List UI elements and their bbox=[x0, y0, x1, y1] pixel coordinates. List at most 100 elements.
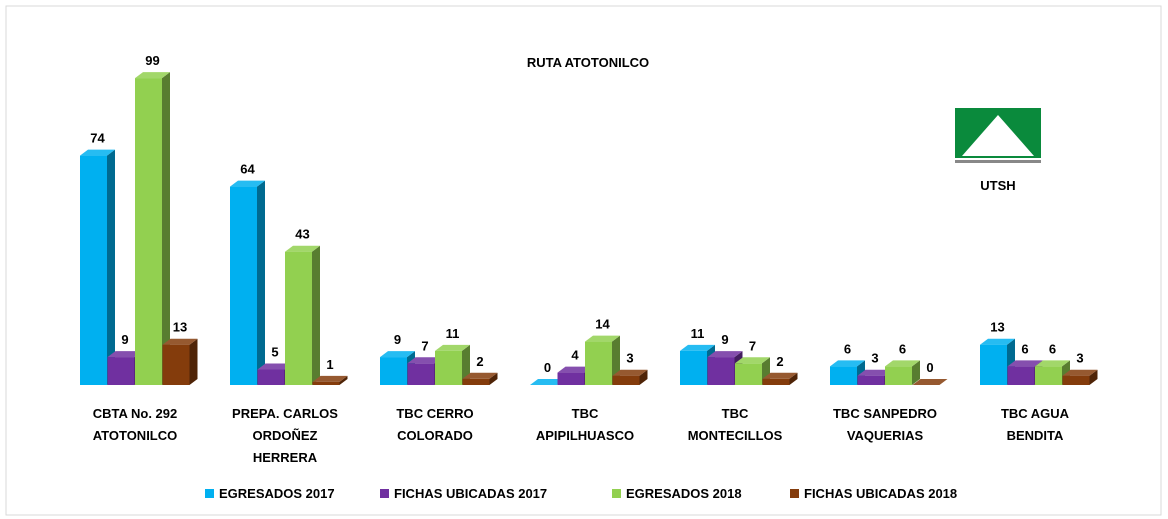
bar bbox=[735, 363, 762, 385]
x-tick-label: TBC AGUA BENDITA bbox=[1001, 406, 1070, 443]
value-label: 4 bbox=[571, 348, 579, 363]
value-label: 6 bbox=[1021, 341, 1028, 356]
value-label: 9 bbox=[121, 332, 128, 347]
value-label: 43 bbox=[295, 227, 309, 242]
value-label: 7 bbox=[421, 338, 428, 353]
bar-top bbox=[1007, 360, 1043, 367]
value-label: 6 bbox=[899, 341, 906, 356]
value-label: 6 bbox=[844, 341, 851, 356]
bar-top bbox=[312, 375, 348, 382]
chart-title: RUTA ATOTONILCO bbox=[527, 55, 649, 70]
x-tick-label: TBC CERRO COLORADO bbox=[396, 406, 473, 443]
bar-top bbox=[1062, 369, 1098, 376]
bar-side bbox=[489, 372, 498, 385]
value-label: 11 bbox=[691, 326, 705, 341]
bar-side bbox=[1089, 369, 1098, 385]
bar-top bbox=[135, 72, 170, 79]
bar bbox=[162, 344, 190, 385]
bar-top bbox=[557, 366, 593, 373]
bar-top bbox=[380, 351, 415, 358]
bar bbox=[585, 341, 612, 385]
bar-top bbox=[162, 338, 198, 345]
value-label: 1 bbox=[326, 357, 333, 372]
bar bbox=[285, 251, 312, 385]
bar bbox=[435, 350, 462, 385]
x-tick-label: TBC APIPILHUASCO bbox=[536, 406, 634, 443]
bar-top bbox=[857, 369, 893, 376]
bar-top bbox=[762, 372, 798, 379]
bar bbox=[680, 350, 707, 385]
bar-top bbox=[230, 180, 265, 187]
bar bbox=[1062, 375, 1090, 385]
bar-side bbox=[162, 72, 170, 385]
bar-top bbox=[285, 245, 320, 252]
value-label: 74 bbox=[90, 131, 105, 146]
bar-top bbox=[707, 351, 743, 358]
bar bbox=[257, 369, 285, 385]
value-label: 11 bbox=[446, 326, 460, 341]
bar bbox=[1007, 366, 1035, 385]
bar-side bbox=[339, 375, 348, 385]
value-label: 9 bbox=[394, 332, 401, 347]
bar bbox=[380, 357, 407, 385]
bar-top bbox=[912, 379, 948, 385]
value-label: 2 bbox=[776, 354, 783, 369]
bar-top bbox=[885, 360, 920, 367]
bar bbox=[80, 155, 107, 385]
bar-top bbox=[735, 357, 770, 364]
bar-top bbox=[257, 363, 293, 370]
bar-top bbox=[980, 338, 1015, 345]
bar bbox=[612, 375, 640, 385]
bar bbox=[762, 378, 790, 385]
bar bbox=[312, 381, 340, 385]
bar-top bbox=[107, 351, 143, 358]
bar-side bbox=[107, 149, 115, 385]
x-tick-label: TBC SANPEDRO VAQUERIAS bbox=[833, 406, 937, 443]
value-label: 13 bbox=[990, 320, 1004, 335]
bar-top bbox=[407, 357, 443, 364]
value-label: 3 bbox=[871, 351, 878, 366]
bar-top bbox=[585, 335, 620, 342]
legend-swatch bbox=[205, 489, 214, 498]
value-label: 9 bbox=[721, 332, 728, 347]
value-label: 14 bbox=[595, 317, 610, 332]
legend-label: FICHAS UBICADAS 2018 bbox=[804, 486, 957, 501]
bar bbox=[462, 378, 490, 385]
logo-triangle bbox=[962, 115, 1034, 156]
value-label: 13 bbox=[173, 320, 187, 335]
value-label: 3 bbox=[1076, 351, 1083, 366]
bar bbox=[885, 366, 912, 385]
logo: UTSH bbox=[955, 108, 1041, 193]
bar-side bbox=[789, 372, 798, 385]
logo-text: UTSH bbox=[980, 178, 1015, 193]
bar-side bbox=[912, 360, 920, 385]
bar bbox=[1035, 366, 1062, 385]
bar-side bbox=[257, 180, 265, 385]
bar-side bbox=[312, 245, 320, 385]
bar bbox=[857, 375, 885, 385]
bar bbox=[107, 357, 135, 385]
legend-swatch bbox=[790, 489, 799, 498]
bar-side bbox=[189, 338, 198, 385]
bar bbox=[407, 363, 435, 385]
value-label: 0 bbox=[926, 360, 933, 375]
bar-top bbox=[530, 379, 565, 385]
value-label: 64 bbox=[240, 162, 255, 177]
logo-line bbox=[955, 160, 1041, 163]
value-label: 99 bbox=[145, 53, 159, 68]
bar-top bbox=[462, 372, 498, 379]
bar bbox=[707, 357, 735, 385]
legend-label: EGRESADOS 2017 bbox=[219, 486, 335, 501]
value-label: 2 bbox=[476, 354, 483, 369]
bar-top bbox=[830, 360, 865, 367]
bar-top bbox=[435, 344, 470, 351]
legend-swatch bbox=[380, 489, 389, 498]
x-tick-label: TBC MONTECILLOS bbox=[688, 406, 783, 443]
bar-top bbox=[1035, 360, 1070, 367]
bar-top bbox=[80, 149, 115, 156]
x-tick-label: PREPA. CARLOS ORDOÑEZ HERRERA bbox=[232, 406, 338, 465]
bar-side bbox=[639, 369, 648, 385]
value-label: 7 bbox=[749, 338, 756, 353]
chart-frame bbox=[5, 5, 1162, 516]
